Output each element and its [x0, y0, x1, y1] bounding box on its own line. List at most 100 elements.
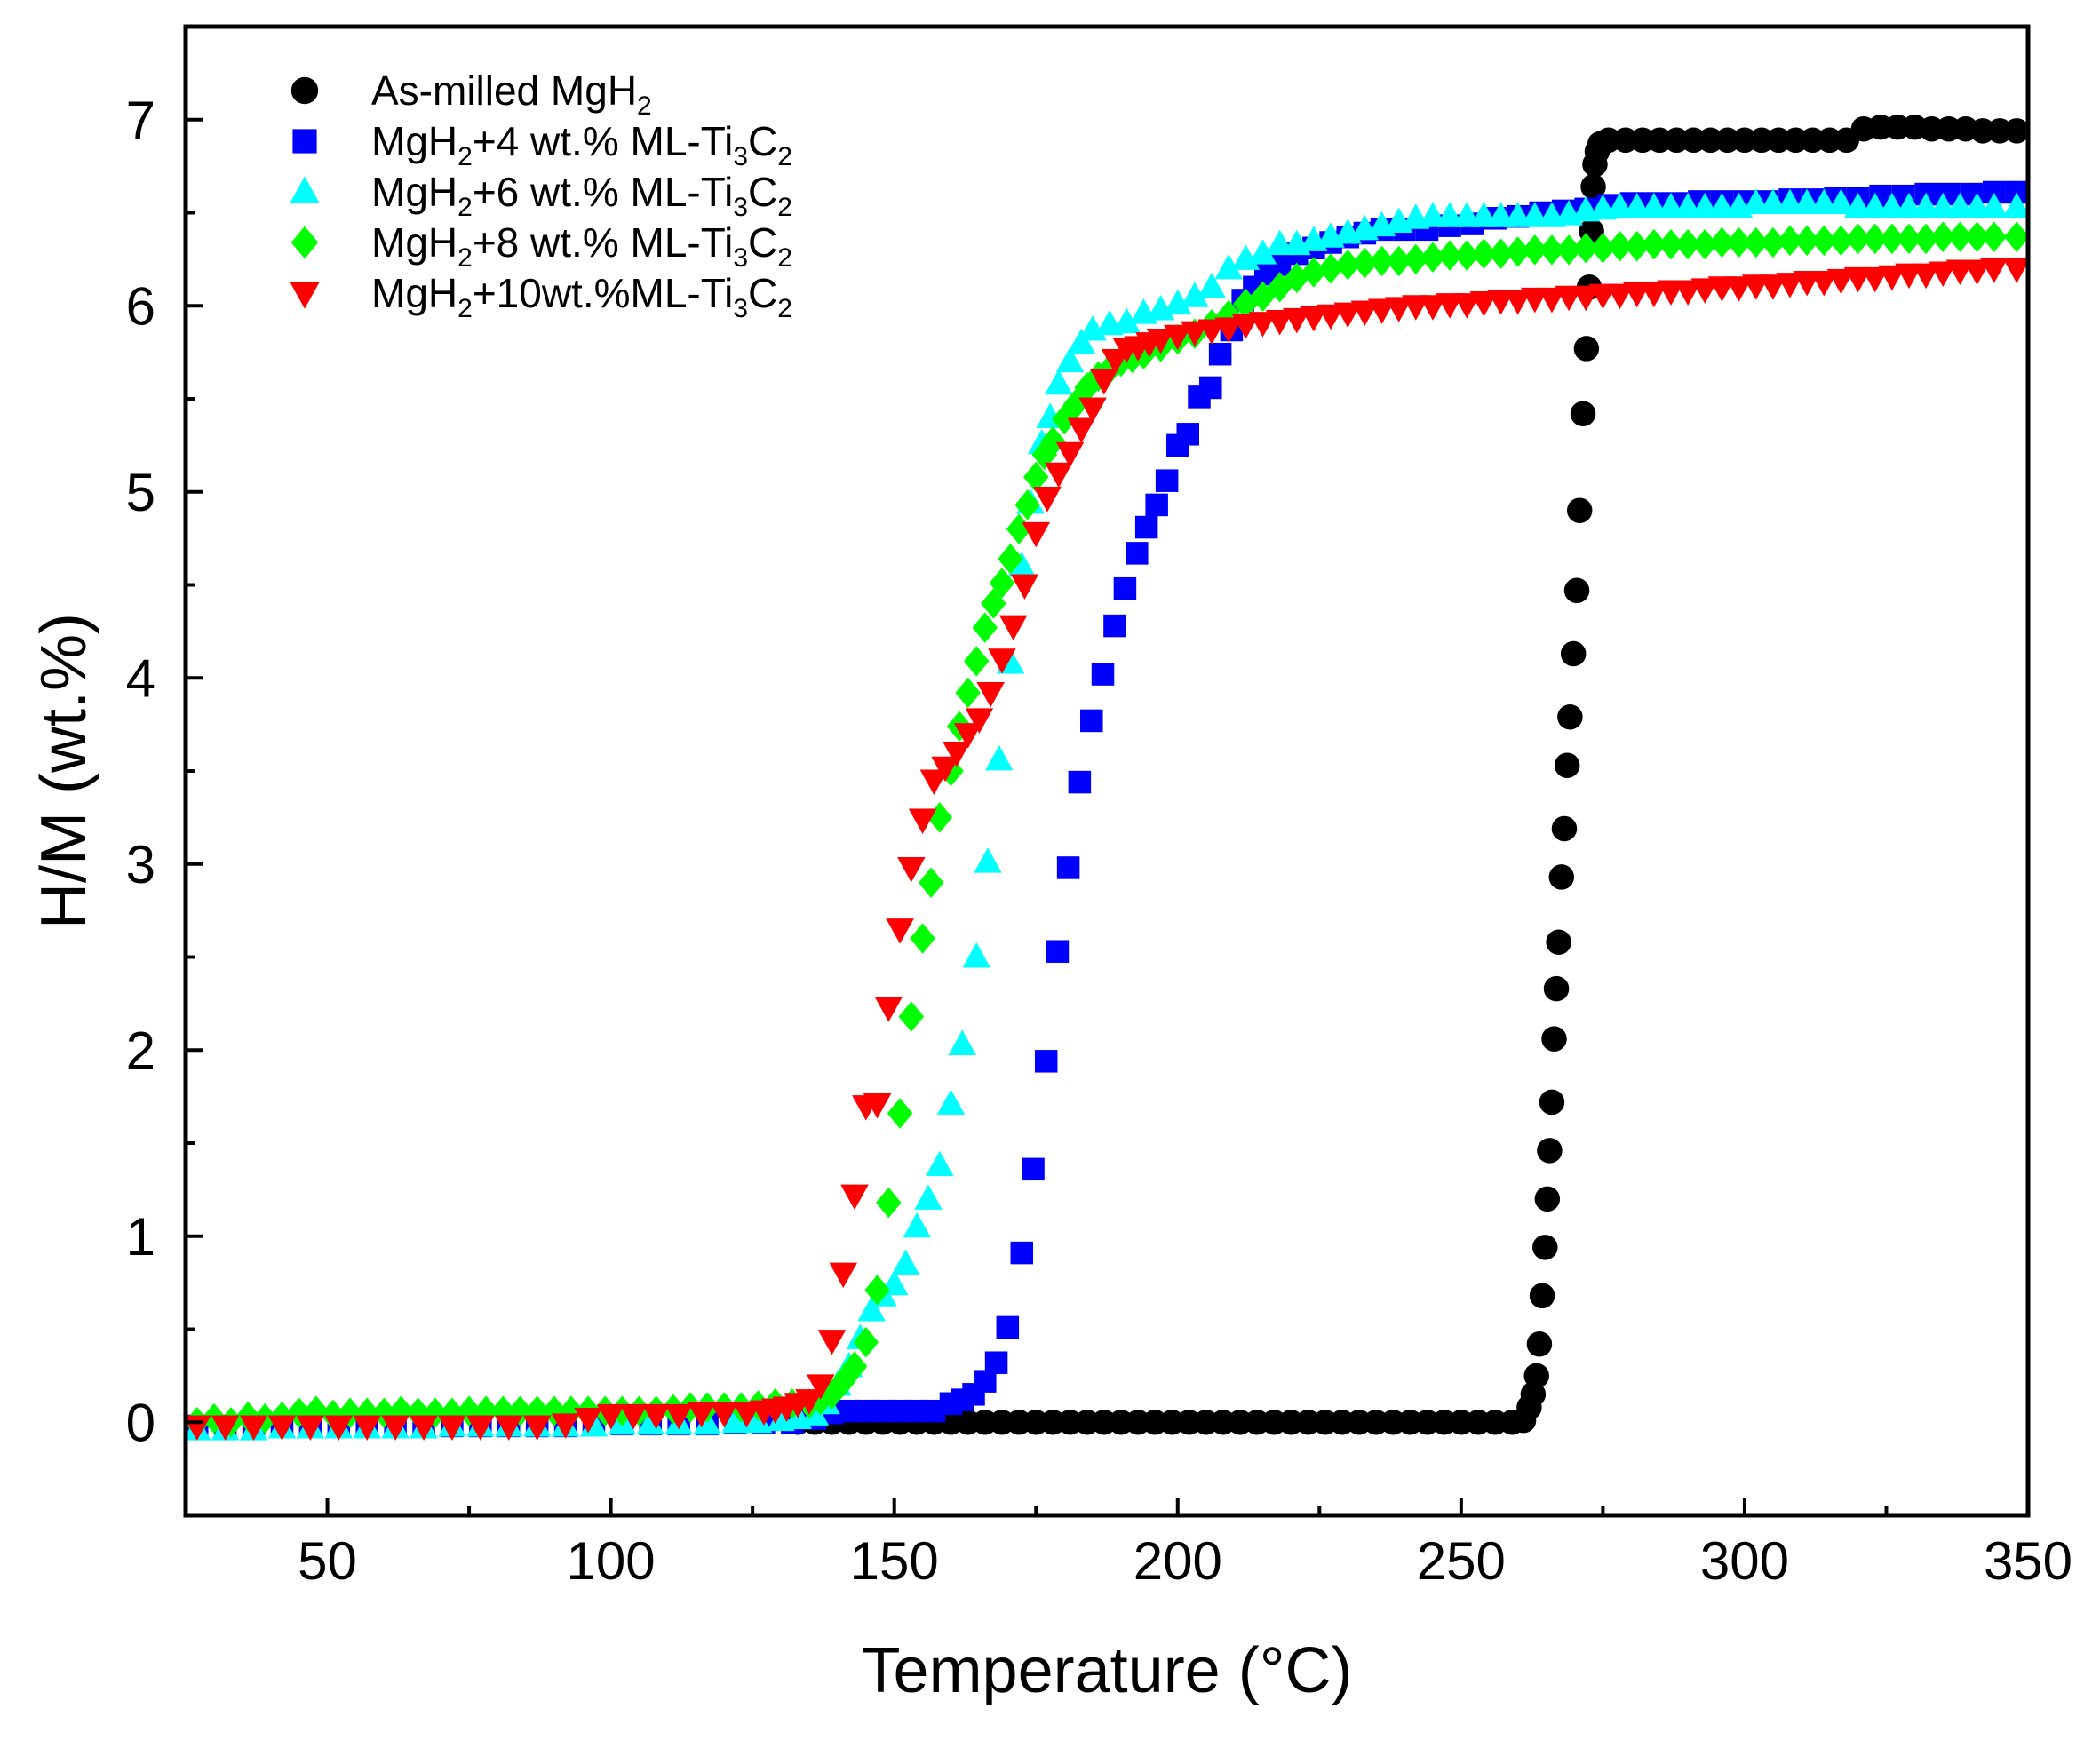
data-point	[955, 677, 981, 709]
y-tick-label: 2	[126, 1021, 155, 1080]
data-point	[2003, 221, 2030, 252]
legend-entry: MgH2+6 wt.% ML-Ti3C2	[290, 169, 792, 222]
data-point	[1690, 278, 1720, 304]
data-point	[522, 1415, 552, 1441]
data-point	[1862, 223, 1888, 255]
data-point	[1300, 306, 1328, 332]
data-point	[1845, 223, 1871, 255]
data-point	[886, 918, 914, 944]
data-point	[1090, 369, 1118, 395]
data-point	[1573, 336, 1600, 362]
data-point	[1658, 228, 1684, 260]
data-point	[1091, 663, 1115, 686]
y-tick-label: 7	[126, 91, 155, 150]
data-point	[1334, 249, 1361, 281]
data-point	[1692, 228, 1718, 260]
data-point	[1068, 770, 1092, 794]
data-point	[1420, 242, 1446, 274]
data-point	[1452, 293, 1481, 319]
data-point	[887, 1098, 913, 1129]
data-point	[1929, 261, 1958, 288]
data-series-layer	[183, 114, 2031, 1441]
data-point	[1113, 576, 1137, 600]
data-point	[1181, 282, 1209, 307]
data-point	[710, 1402, 738, 1428]
data-point	[1523, 1363, 1549, 1389]
data-point	[1828, 225, 1854, 257]
legend-label: MgH2+10wt.%ML-Ti3C2	[371, 270, 792, 323]
data-point	[1056, 856, 1080, 879]
data-point	[1503, 289, 1532, 315]
series-triangle-down	[183, 258, 2031, 1441]
data-point	[1208, 342, 1232, 366]
data-point	[1045, 462, 1073, 489]
data-point	[1265, 310, 1294, 336]
data-point	[1563, 577, 1590, 604]
data-point	[931, 756, 959, 783]
data-point	[1548, 864, 1575, 890]
data-point	[1197, 272, 1226, 298]
data-point	[1403, 243, 1429, 275]
data-point	[1709, 226, 1735, 258]
data-point	[1488, 238, 1514, 269]
data-point	[1811, 225, 1837, 257]
data-point	[1199, 376, 1222, 400]
x-axis-title: Temperature (°C)	[862, 1635, 1353, 1706]
data-point	[636, 1409, 665, 1435]
data-point	[1386, 245, 1412, 277]
data-point	[1007, 552, 1037, 577]
data-point	[1554, 752, 1580, 778]
data-point	[1896, 223, 1922, 255]
data-point	[925, 1150, 954, 1177]
data-point	[1010, 574, 1039, 600]
data-point	[1333, 302, 1362, 329]
data-point	[1046, 940, 1070, 963]
data-point	[1067, 328, 1096, 354]
data-point	[817, 1330, 847, 1355]
data-point	[1538, 287, 1566, 314]
legend-marker	[290, 176, 320, 203]
data-point	[1134, 515, 1158, 539]
data-point	[996, 1315, 1020, 1339]
data-point	[1912, 263, 1940, 290]
data-point	[466, 1415, 495, 1441]
data-point	[1248, 312, 1277, 338]
data-point	[1543, 975, 1570, 1002]
data-point	[1352, 247, 1378, 279]
legend-marker	[290, 76, 319, 105]
x-tick-label: 100	[567, 1531, 656, 1591]
data-point	[891, 1249, 920, 1275]
data-point	[1860, 266, 1889, 293]
legend-marker	[292, 129, 317, 154]
y-tick-label: 5	[126, 463, 155, 522]
data-point	[438, 1415, 466, 1441]
data-point	[1010, 1241, 1034, 1265]
data-point	[1067, 417, 1096, 444]
data-point	[1350, 300, 1380, 327]
y-tick-label: 3	[126, 835, 155, 894]
x-tick-label: 300	[1700, 1531, 1789, 1591]
data-point	[2002, 192, 2031, 218]
data-point	[267, 1415, 297, 1441]
data-point	[410, 1415, 438, 1441]
data-point	[908, 808, 937, 834]
data-point	[1964, 221, 1990, 252]
legend-entry: MgH2+10wt.%ML-Ti3C2	[290, 270, 792, 323]
data-point	[1532, 1235, 1558, 1260]
data-point	[1101, 349, 1130, 375]
legend-label: MgH2+8 wt.% ML-Ti3C2	[371, 219, 792, 273]
data-point	[1214, 253, 1243, 280]
data-point	[989, 568, 1015, 599]
data-point	[1367, 298, 1396, 324]
data-point	[1078, 397, 1107, 423]
data-point	[1231, 314, 1261, 339]
data-point	[664, 1403, 693, 1430]
data-point	[1537, 1138, 1563, 1164]
data-point	[296, 1415, 325, 1441]
legend-marker	[290, 226, 319, 259]
data-point	[1526, 1331, 1553, 1357]
data-point	[494, 1415, 523, 1441]
legend-entry: MgH2+8 wt.% ML-Ti3C2	[290, 219, 792, 273]
